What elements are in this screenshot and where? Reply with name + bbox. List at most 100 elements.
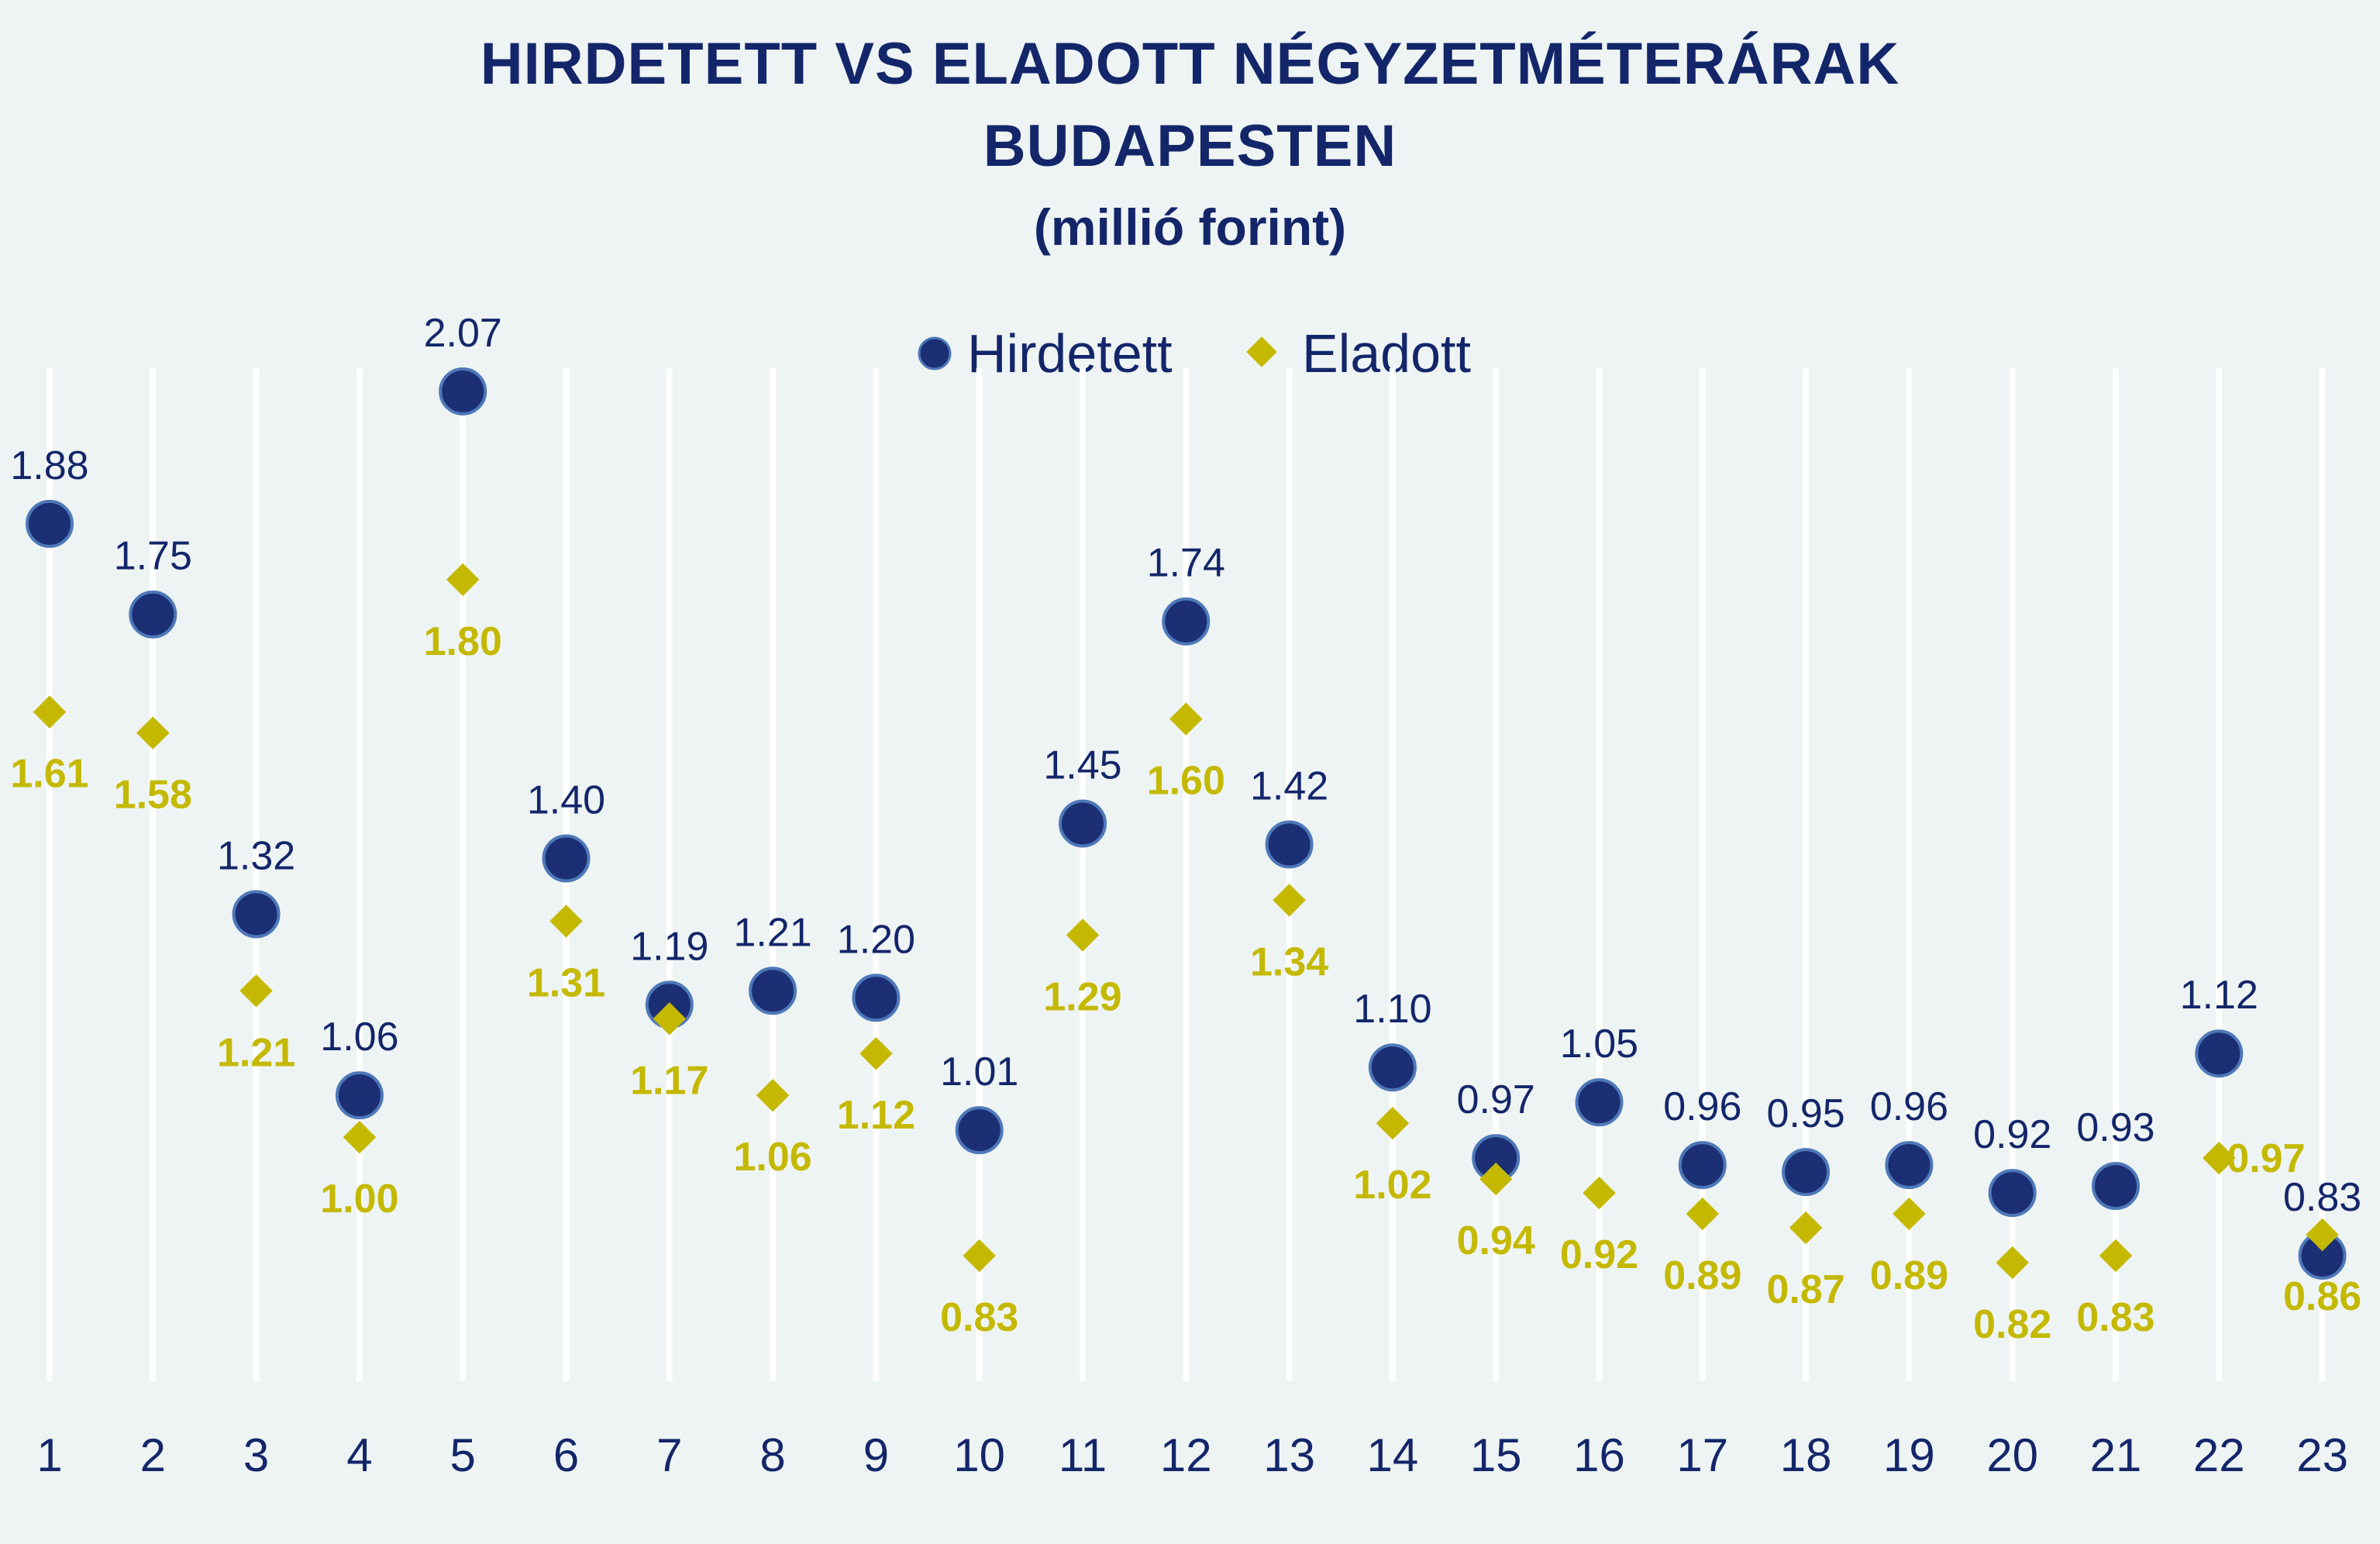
x-tick-label-6: 6 <box>553 1429 579 1481</box>
eladott-point-2 <box>136 716 170 750</box>
legend-eladott-label: Eladott <box>1302 323 1471 384</box>
eladott-point-1 <box>33 695 67 729</box>
hirdetett-point-6 <box>542 834 591 883</box>
chart-subtitle: (millió forint) <box>1033 198 1347 256</box>
eladott-label-7: 1.17 <box>630 1058 708 1103</box>
hirdetett-label-11: 1.45 <box>1043 743 1121 788</box>
x-tick-label-20: 20 <box>1986 1429 2038 1481</box>
hirdetett-point-21 <box>2092 1162 2140 1211</box>
hirdetett-point-10 <box>955 1106 1004 1155</box>
eladott-label-22: 0.97 <box>2227 1136 2305 1181</box>
eladott-point-18 <box>1789 1211 1823 1245</box>
x-tick-label-7: 7 <box>656 1429 682 1481</box>
hirdetett-label-6: 1.40 <box>527 777 605 822</box>
eladott-point-5 <box>446 563 480 596</box>
hirdetett-point-22 <box>2195 1029 2244 1078</box>
x-tick-label-19: 19 <box>1883 1429 1935 1481</box>
hirdetett-label-12: 1.74 <box>1147 541 1225 586</box>
eladott-point-14 <box>1376 1106 1410 1140</box>
eladott-point-12 <box>1169 702 1203 736</box>
hirdetett-point-9 <box>852 974 901 1022</box>
hirdetett-label-8: 1.21 <box>733 910 811 955</box>
eladott-label-12: 1.60 <box>1147 759 1225 804</box>
hirdetett-label-19: 0.96 <box>1870 1084 1948 1129</box>
x-tick-label-18: 18 <box>1780 1429 1832 1481</box>
vertical-gridlines <box>46 368 2326 1381</box>
x-tick-label-21: 21 <box>2090 1429 2142 1481</box>
eladott-point-16 <box>1583 1176 1616 1210</box>
eladott-point-23 <box>2306 1218 2339 1252</box>
eladott-point-3 <box>239 974 273 1008</box>
eladott-point-4 <box>343 1120 377 1154</box>
x-tick-label-23: 23 <box>2296 1429 2348 1481</box>
eladott-point-20 <box>1996 1246 2029 1280</box>
eladott-point-17 <box>1686 1197 1720 1231</box>
x-tick-label-2: 2 <box>140 1429 166 1481</box>
eladott-label-16: 0.92 <box>1560 1232 1638 1277</box>
hirdetett-label-22: 1.12 <box>2180 973 2258 1018</box>
hirdetett-point-2 <box>129 590 177 639</box>
hirdetett-point-20 <box>1988 1169 2037 1218</box>
hirdetett-label-10: 1.01 <box>940 1049 1018 1094</box>
hirdetett-label-4: 1.06 <box>320 1015 398 1060</box>
hirdetett-label-18: 0.95 <box>1766 1091 1844 1136</box>
hirdetett-point-16 <box>1575 1078 1624 1127</box>
hirdetett-label-9: 1.20 <box>837 917 915 962</box>
eladott-label-19: 0.89 <box>1870 1253 1948 1298</box>
eladott-label-14: 1.02 <box>1353 1163 1431 1208</box>
eladott-label-9: 1.12 <box>837 1093 915 1138</box>
eladott-label-18: 0.87 <box>1766 1267 1844 1312</box>
eladott-point-10 <box>963 1239 996 1273</box>
eladott-label-20: 0.82 <box>1973 1302 2051 1347</box>
hirdetett-point-4 <box>335 1071 384 1120</box>
hirdetett-point-12 <box>1162 597 1211 646</box>
hirdetett-point-18 <box>1782 1148 1831 1197</box>
eladott-label-23: 0.86 <box>2283 1274 2361 1319</box>
x-tick-label-8: 8 <box>759 1429 785 1481</box>
value-labels: 1.88 1.61 1.75 1.58 1.32 1.21 1.06 1.00 2.07 1.80… <box>10 311 2361 1347</box>
eladott-label-6: 1.31 <box>527 960 605 1005</box>
hirdetett-point-8 <box>749 967 797 1015</box>
x-tick-label-17: 17 <box>1676 1429 1728 1481</box>
x-tick-label-3: 3 <box>243 1429 269 1481</box>
eladott-point-13 <box>1273 884 1306 917</box>
chart-title-line-1: HIRDETETT VS ELADOTT NÉGYZETMÉTERÁRAK <box>480 31 1900 97</box>
hirdetett-point-14 <box>1368 1043 1417 1092</box>
hirdetett-point-19 <box>1885 1141 1934 1190</box>
chart-title-line-2: BUDAPESTEN <box>983 113 1397 179</box>
eladott-label-1: 1.61 <box>10 752 88 797</box>
hirdetett-label-20: 0.92 <box>1973 1112 2051 1157</box>
eladott-label-4: 1.00 <box>320 1177 398 1222</box>
x-axis-tick-labels: 1 2 3 4 5 6 7 8 9 10 11 12 13 14 15 16 17 18 19 20 21 22 23 <box>36 1429 2348 1481</box>
legend: Hirdetett Eladott <box>918 323 1471 384</box>
eladott-point-21 <box>2099 1239 2133 1273</box>
x-tick-label-14: 14 <box>1367 1429 1419 1481</box>
eladott-label-15: 0.94 <box>1457 1218 1535 1263</box>
hirdetett-label-3: 1.32 <box>217 833 295 878</box>
x-tick-label-10: 10 <box>953 1429 1005 1481</box>
eladott-label-21: 0.83 <box>2076 1295 2154 1340</box>
hirdetett-label-23: 0.83 <box>2283 1175 2361 1220</box>
x-tick-label-16: 16 <box>1573 1429 1625 1481</box>
chart-title: HIRDETETT VS ELADOTT NÉGYZETMÉTERÁRAK BU… <box>0 23 2380 262</box>
eladott-label-13: 1.34 <box>1250 939 1328 984</box>
x-tick-label-5: 5 <box>450 1429 476 1481</box>
eladott-point-8 <box>756 1078 790 1112</box>
eladott-label-3: 1.21 <box>217 1030 295 1075</box>
hirdetett-label-21: 0.93 <box>2076 1105 2154 1150</box>
x-tick-label-22: 22 <box>2193 1429 2245 1481</box>
eladott-label-8: 1.06 <box>733 1135 811 1180</box>
legend-hirdetett-marker <box>918 336 952 370</box>
hirdetett-label-15: 0.97 <box>1457 1077 1535 1122</box>
x-tick-label-11: 11 <box>1059 1429 1107 1481</box>
eladott-label-17: 0.89 <box>1663 1253 1741 1298</box>
hirdetett-label-17: 0.96 <box>1663 1084 1741 1129</box>
hirdetett-point-1 <box>26 499 74 548</box>
eladott-label-2: 1.58 <box>114 773 192 818</box>
eladott-label-10: 0.83 <box>940 1295 1018 1340</box>
hirdetett-label-13: 1.42 <box>1250 763 1328 808</box>
eladott-point-22 <box>2203 1141 2236 1175</box>
eladott-point-11 <box>1066 918 1100 952</box>
hirdetett-label-16: 1.05 <box>1560 1022 1638 1067</box>
